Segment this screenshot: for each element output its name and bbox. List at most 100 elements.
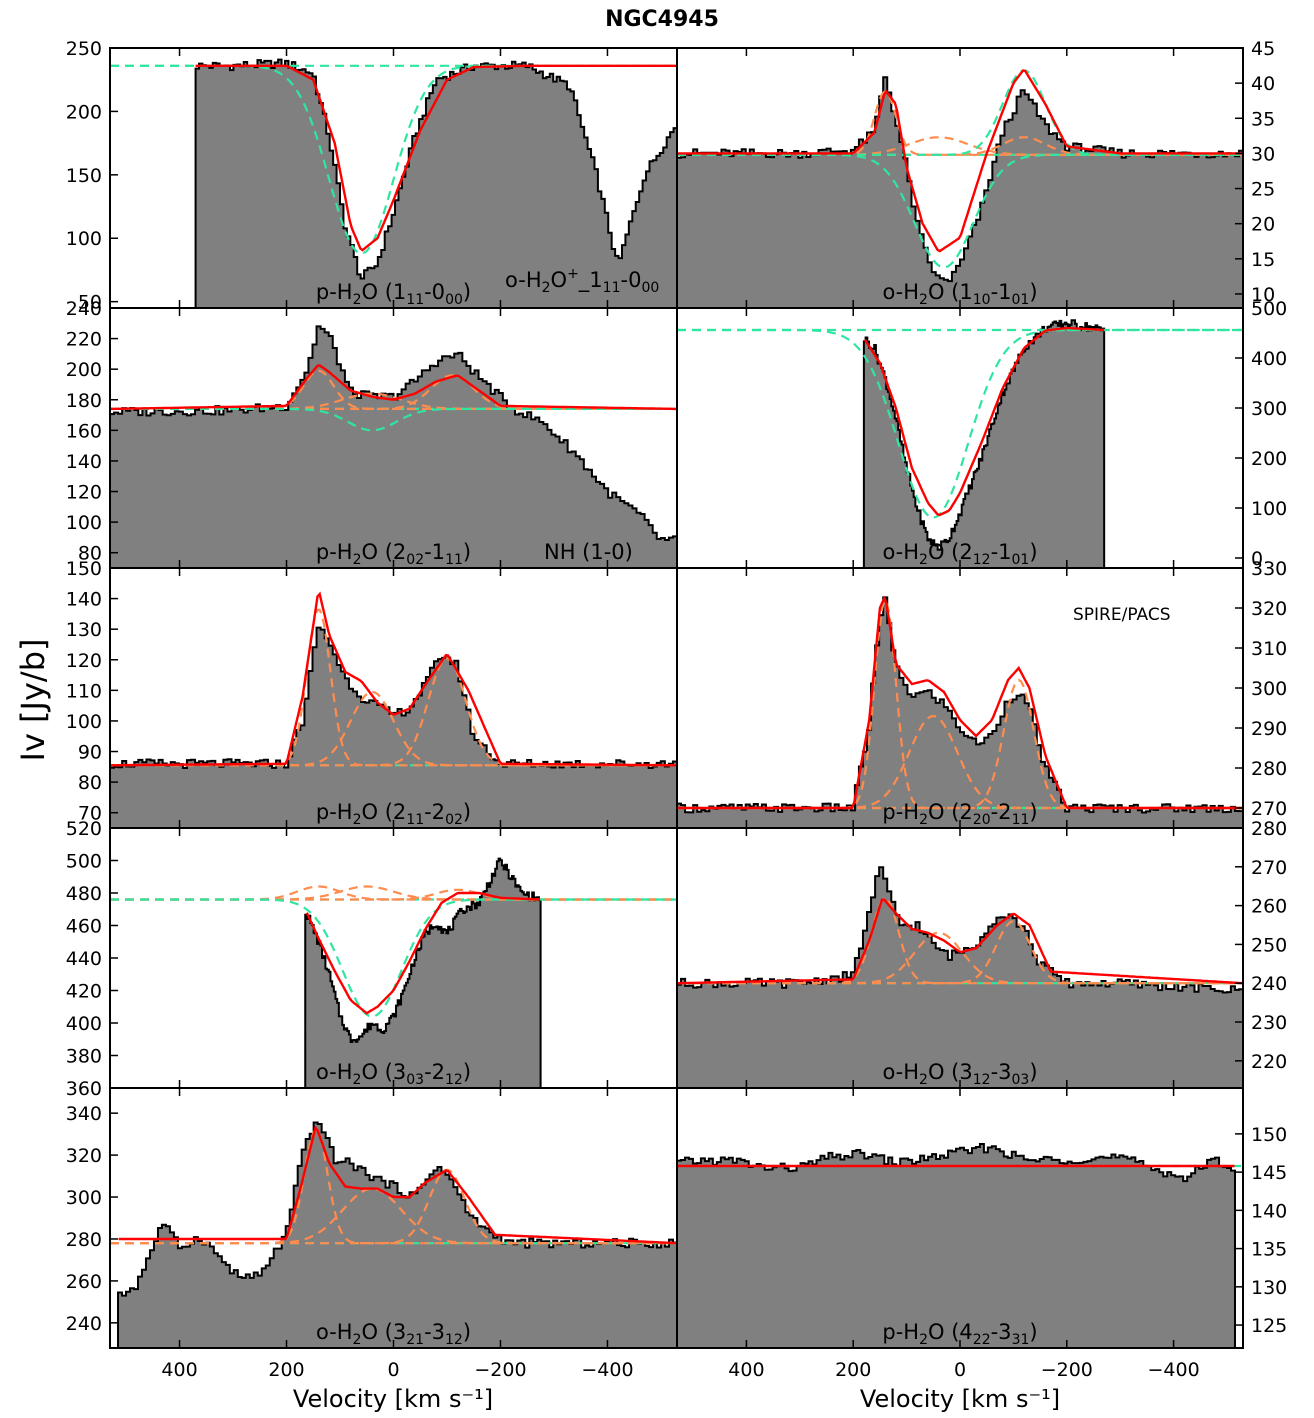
label-subscript: 11 xyxy=(406,812,424,828)
y-tick-label: 340 xyxy=(66,1103,102,1125)
spectrum-panel: 10 15 20 25 30 35 40 45 o-H2​O (110​-101​) xyxy=(676,38,1275,309)
spectrum-histogram xyxy=(677,596,1243,828)
panel-plot-area xyxy=(677,866,1243,1088)
x-tick-label: −400 xyxy=(581,1359,633,1381)
label-text: ) xyxy=(1029,280,1037,304)
label-subscript: 21 xyxy=(406,1332,424,1348)
label-subscript: 2 xyxy=(353,1072,362,1088)
label-text: -3 xyxy=(991,1320,1012,1344)
y-tick-label: 140 xyxy=(1251,1200,1287,1222)
instrument-label: SPIRE/PACS xyxy=(1073,605,1171,625)
x-tick-label: −400 xyxy=(1147,1359,1199,1381)
y-tick-label: 140 xyxy=(66,451,102,473)
secondary-line-label: NH (1-0) xyxy=(544,540,633,564)
y-tick-label: 280 xyxy=(1251,758,1287,780)
y-tick-label: 150 xyxy=(1251,1124,1287,1146)
y-tick-label: 10 xyxy=(1251,284,1275,306)
label-subscript: 03 xyxy=(1012,1072,1030,1088)
transition-label: p-H2​O (211​-202​) xyxy=(316,800,471,828)
transition-label: o-H2​O (212​-101​) xyxy=(882,540,1037,568)
spectrum-histogram xyxy=(304,857,542,1088)
secondary-line-label: o-H2​O+​_111​-000​ xyxy=(505,266,659,296)
label-subscript: 10 xyxy=(973,292,991,308)
emission-component-fit xyxy=(677,90,1243,156)
y-tick-label: 220 xyxy=(66,329,102,351)
label-text: -3 xyxy=(991,1060,1012,1084)
y-tick-label: 260 xyxy=(1251,896,1287,918)
label-text: p-H xyxy=(882,800,919,824)
y-tick-label: 100 xyxy=(66,228,102,250)
label-subscript: 2 xyxy=(919,292,928,308)
transition-label: p-H2​O (111​-000​) xyxy=(316,280,471,308)
spectrum-panel: 240 260 280 300 320 340 400 200 0 −200 −400 o-H2​O … xyxy=(66,1087,678,1381)
y-tick-label: 320 xyxy=(1251,598,1287,620)
y-tick-label: 240 xyxy=(66,1313,102,1335)
label-subscript: 11 xyxy=(406,292,424,308)
y-tick-label: 180 xyxy=(66,390,102,412)
y-tick-label: 30 xyxy=(1251,143,1275,165)
panel-plot-area xyxy=(110,58,677,308)
label-text: ) xyxy=(463,800,471,824)
spectrum-histogram xyxy=(677,76,1243,308)
absorption-component-fit xyxy=(110,898,677,1018)
y-tick-label: 230 xyxy=(1251,1012,1287,1034)
label-text: O (3 xyxy=(361,1320,406,1344)
spectrum-panel: 220 230 240 250 260 270 280 o-H2​O (312​-303​) xyxy=(676,818,1287,1089)
label-text: o-H xyxy=(316,1060,353,1084)
label-text: p-H xyxy=(882,1320,919,1344)
y-tick-label: 80 xyxy=(78,772,102,794)
total-fit-curve xyxy=(677,595,1243,810)
total-fit-curve xyxy=(677,69,1243,253)
label-text: O (4 xyxy=(928,1320,973,1344)
label-subscript: 03 xyxy=(406,1072,424,1088)
x-tick-label: 400 xyxy=(728,1359,764,1381)
label-text: o-H xyxy=(316,1320,353,1344)
label-subscript: 11 xyxy=(1012,812,1030,828)
x-tick-label: 200 xyxy=(835,1359,871,1381)
x-tick-label: 0 xyxy=(387,1359,399,1381)
label-subscript: 12 xyxy=(445,1332,463,1348)
y-axis-label: Iv [Jy/b] xyxy=(14,639,52,762)
label-text: O (2 xyxy=(362,540,407,564)
transition-label: o-H2​O (303​-212​) xyxy=(316,1060,471,1088)
label-text: O (2 xyxy=(928,800,973,824)
label-text: o-H xyxy=(882,280,919,304)
x-tick-label: 400 xyxy=(161,1359,197,1381)
label-text: ) xyxy=(1029,540,1037,564)
absorption-component-fit xyxy=(110,407,677,432)
panel-plot-area xyxy=(677,1143,1243,1348)
label-text: o-H xyxy=(882,1060,919,1084)
label-subscript: 22 xyxy=(973,1332,991,1348)
spectrum-histogram xyxy=(194,58,677,308)
y-tick-label: 80 xyxy=(78,543,102,565)
label-text: ) xyxy=(1029,1060,1037,1084)
label-subscript: 2 xyxy=(919,1332,928,1348)
panel-plot-area xyxy=(110,325,677,568)
total-fit-curve xyxy=(110,364,677,411)
y-tick-label: 400 xyxy=(1251,348,1287,370)
label-text: ) xyxy=(463,1060,471,1084)
y-tick-label: 460 xyxy=(66,916,102,938)
total-fit-curve xyxy=(863,326,1105,517)
y-tick-label: 270 xyxy=(1251,857,1287,879)
y-tick-label: 360 xyxy=(66,1078,102,1100)
emission-component-fit xyxy=(110,885,677,901)
label-text: p-H xyxy=(316,280,353,304)
total-fit-curve xyxy=(195,64,677,252)
y-tick-label: 150 xyxy=(66,165,102,187)
label-subscript: 01 xyxy=(1012,292,1030,308)
y-tick-label: 120 xyxy=(66,482,102,504)
y-tick-label: 420 xyxy=(66,981,102,1003)
label-text: O xyxy=(551,268,568,292)
transition-label: p-H2​O (220​-211​) xyxy=(882,800,1037,828)
y-tick-label: 310 xyxy=(1251,638,1287,660)
total-fit-curve xyxy=(677,898,1243,985)
label-text: -2 xyxy=(424,800,445,824)
transition-label: p-H2​O (422​-331​) xyxy=(882,1320,1037,1348)
label-text: p-H xyxy=(316,800,353,824)
y-tick-label: 15 xyxy=(1251,249,1275,271)
